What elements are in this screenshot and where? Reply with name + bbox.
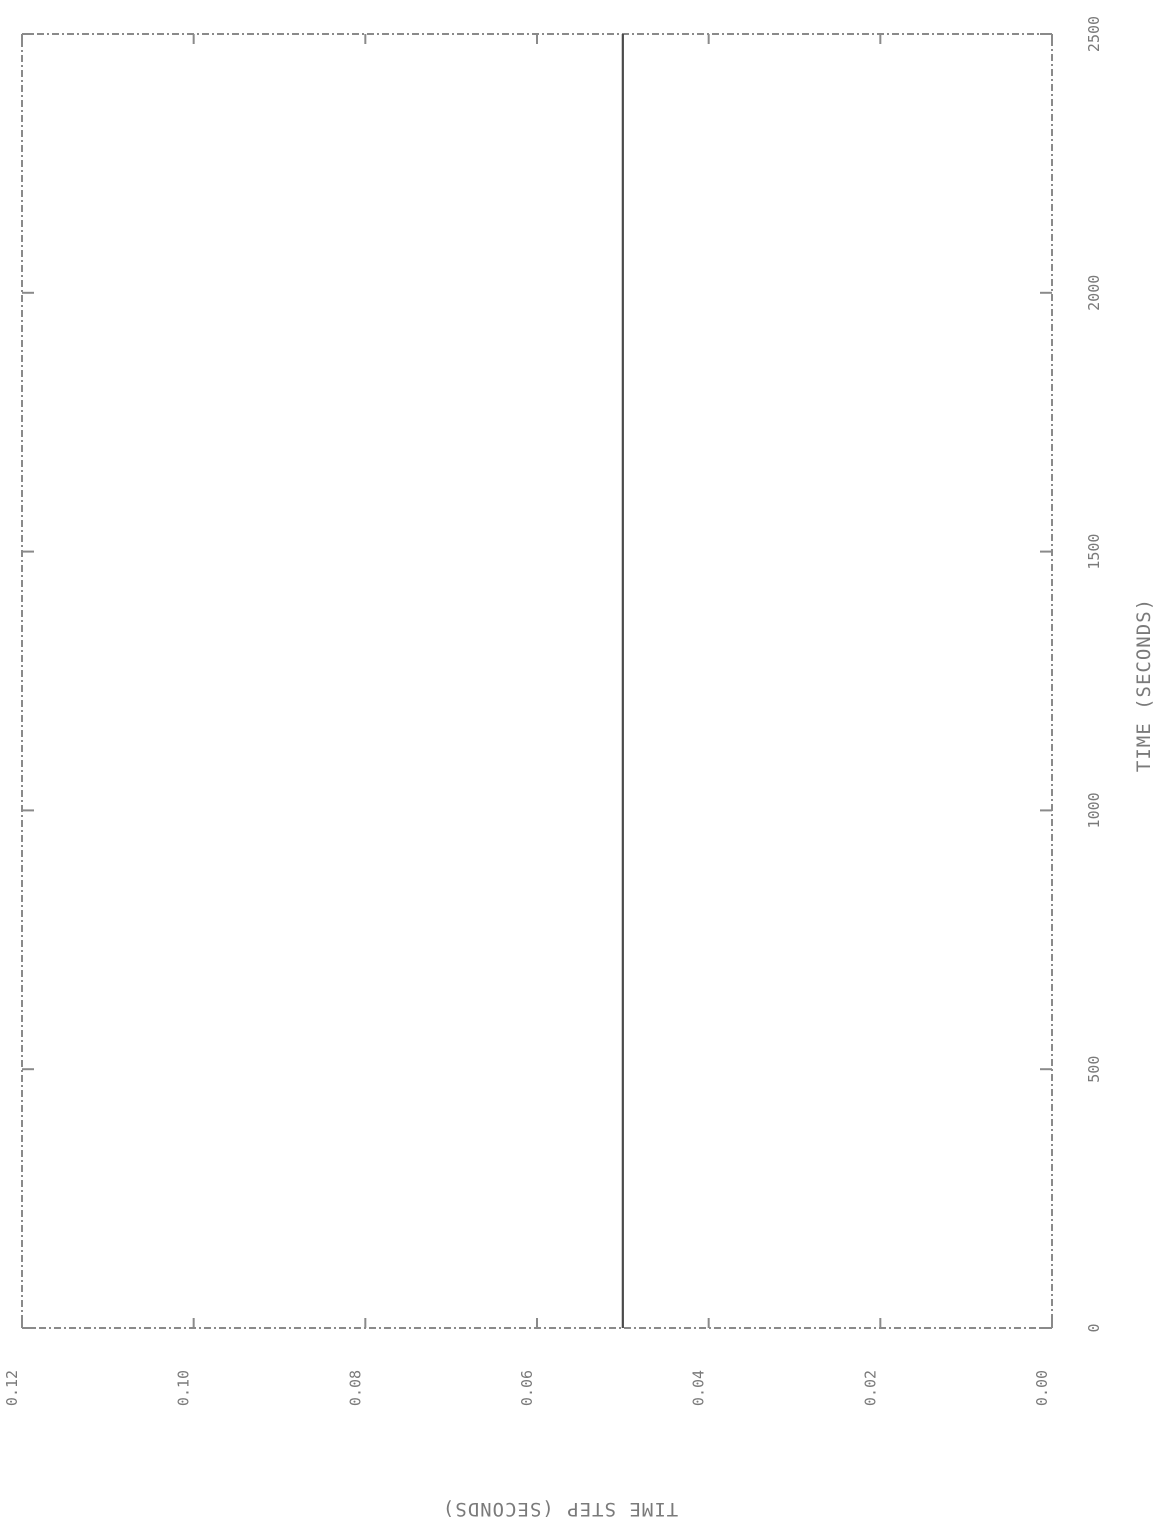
x-axis-label: TIME (SECONDS) — [1133, 598, 1155, 772]
x-tick-label: 1500 — [1085, 534, 1103, 570]
y-tick-label: 0.04 — [690, 1370, 708, 1406]
y-tick-label: 0.00 — [1033, 1370, 1051, 1406]
x-tick-label: 1000 — [1085, 792, 1103, 828]
plot-area — [21, 33, 1053, 1329]
x-tick-label: 2500 — [1085, 16, 1103, 52]
x-axis-ticks: 0 500 1000 1500 2000 2500 — [22, 16, 1103, 1333]
x-tick-label: 0 — [1085, 1323, 1103, 1332]
y-axis-label: TIME STEP (SECONDS) — [442, 1498, 678, 1520]
x-tick-label: 500 — [1085, 1056, 1103, 1083]
x-tick-label: 2000 — [1085, 275, 1103, 311]
y-tick-label: 0.06 — [518, 1370, 536, 1406]
plot-frame — [21, 33, 1053, 1329]
y-axis-ticks: 0.00 0.02 0.04 0.06 0.08 0.10 0.12 — [3, 34, 1053, 1406]
y-tick-label: 0.10 — [175, 1370, 193, 1406]
y-tick-label: 0.02 — [861, 1370, 879, 1406]
y-tick-label: 0.12 — [3, 1370, 21, 1406]
y-tick-label: 0.08 — [346, 1370, 364, 1406]
